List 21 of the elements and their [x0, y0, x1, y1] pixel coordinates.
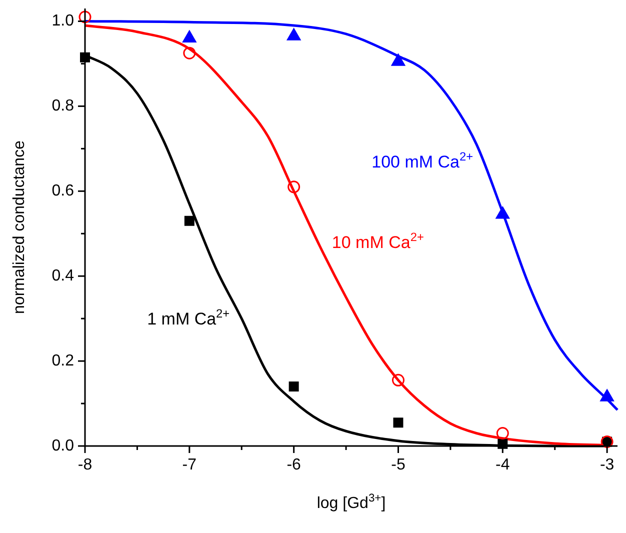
x-tick-label: -7 [182, 456, 197, 474]
point [78, 10, 92, 24]
y-axis-title: normalized conductance [11, 140, 28, 314]
y-tick-label: 0.4 [52, 268, 74, 285]
point [184, 216, 194, 226]
point [393, 418, 404, 428]
y-tick-label: 0.0 [52, 437, 74, 454]
x-tick-label: -3 [600, 456, 614, 474]
point [183, 46, 196, 60]
y-tick-label: 0.6 [52, 182, 74, 200]
point [288, 180, 300, 194]
point [392, 374, 404, 386]
x-tick-label: -6 [286, 456, 302, 474]
x-tick-label: -4 [496, 456, 510, 474]
x-tick-label: -8 [78, 456, 92, 474]
x-tick-label: -5 [391, 456, 406, 474]
y-tick-label: 1.0 [52, 12, 74, 30]
y-tick-label: 0.2 [52, 352, 74, 370]
point [288, 382, 299, 392]
y-tick-label: 0.8 [52, 98, 74, 115]
point [496, 427, 509, 440]
